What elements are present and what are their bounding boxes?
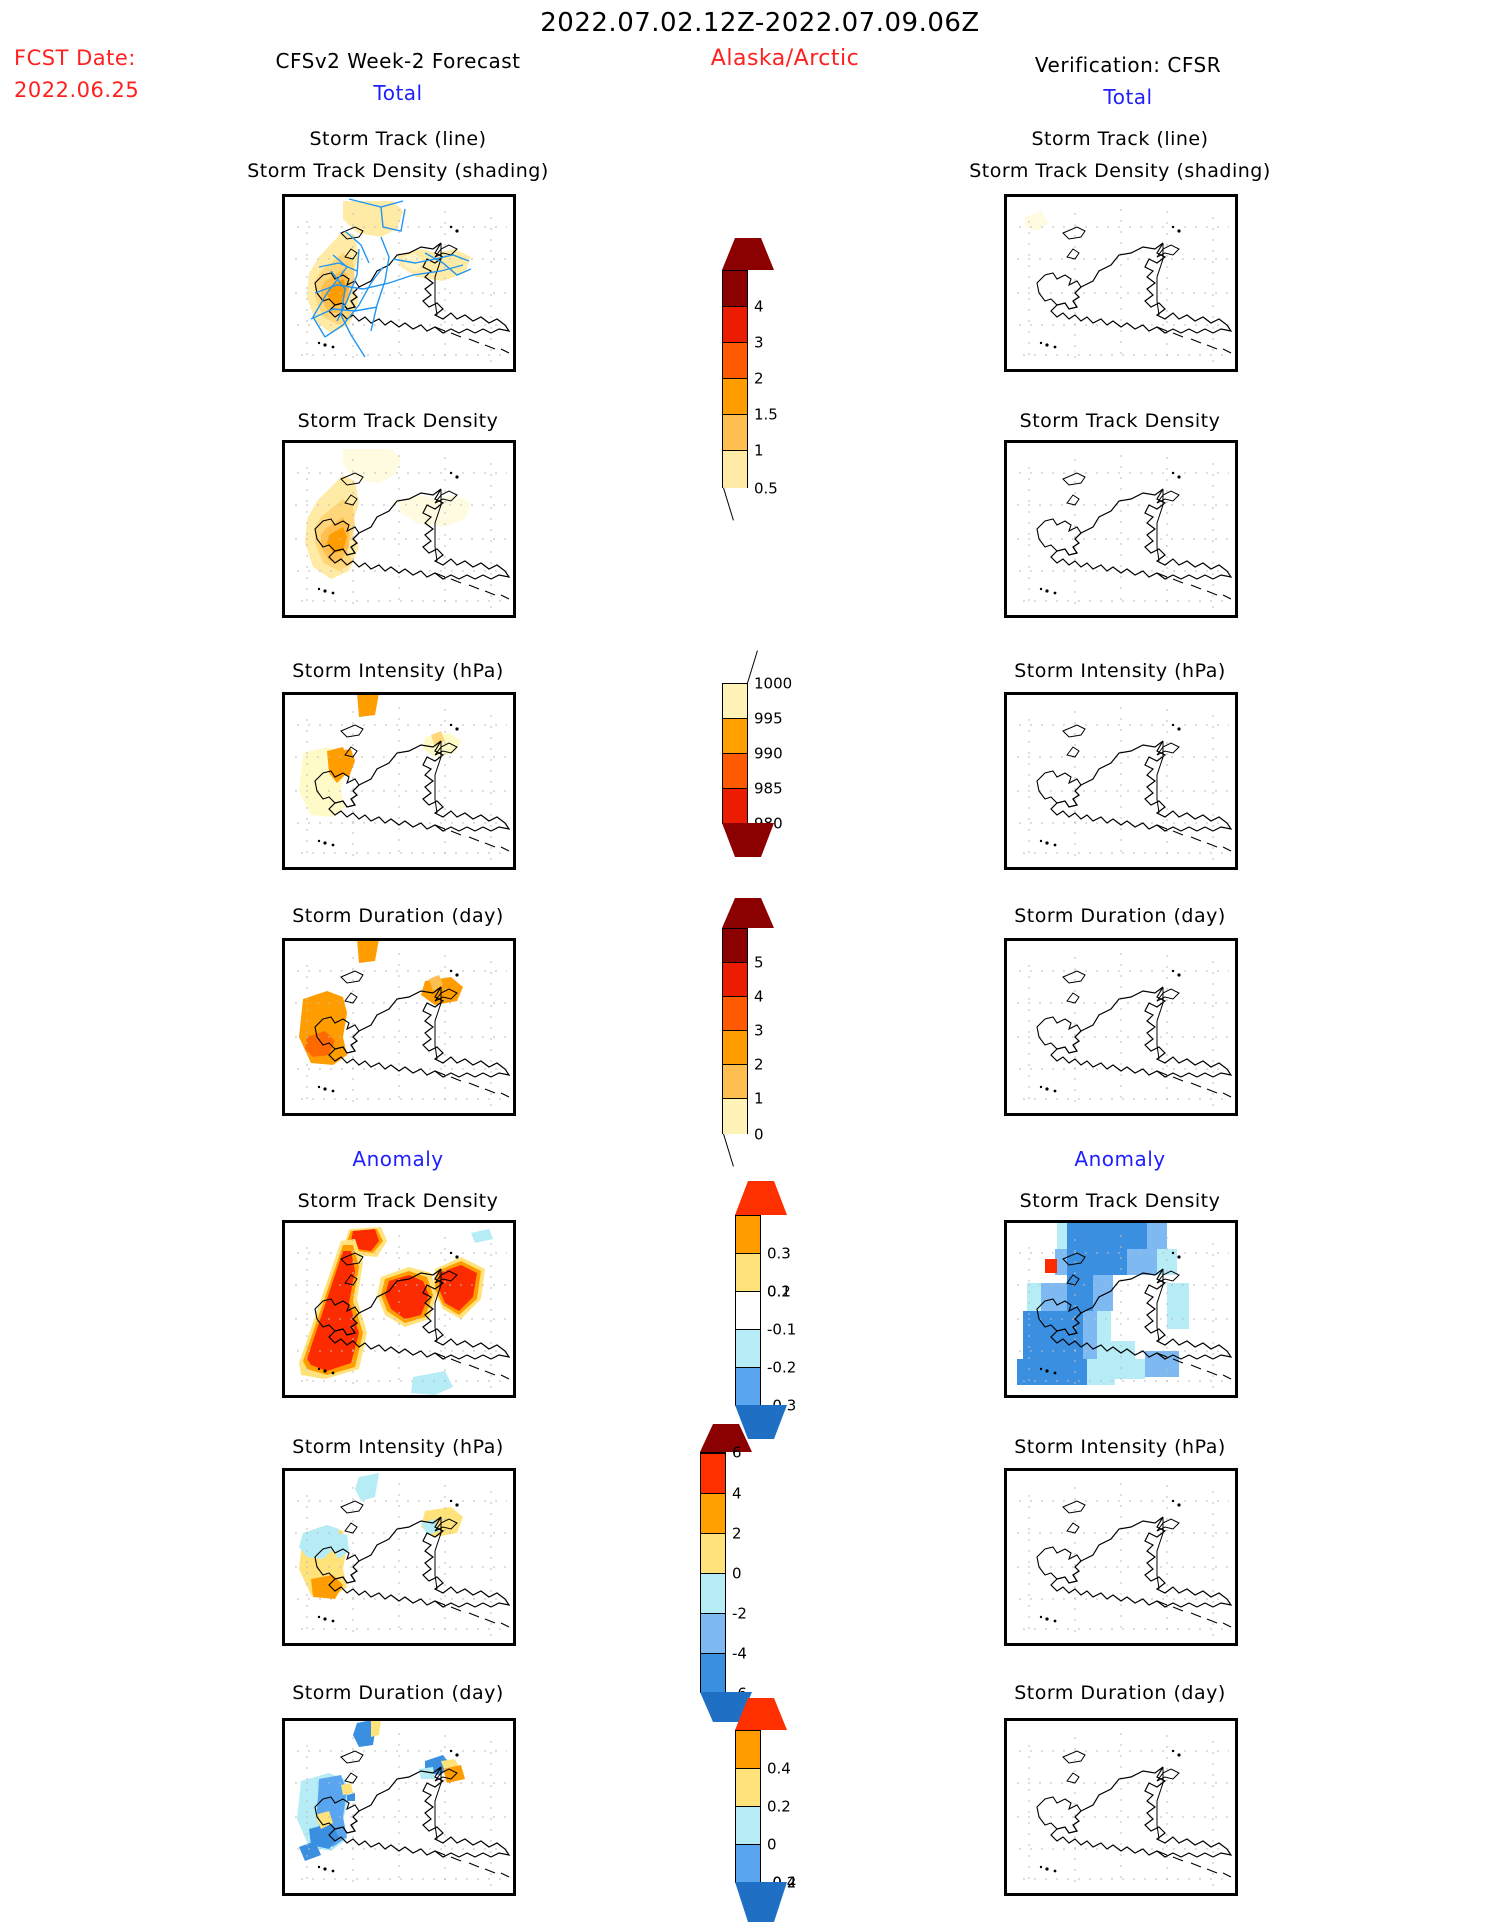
colorbar-duration-tick-4: 1 — [754, 1089, 764, 1108]
colorbar-duration-tail — [723, 1133, 734, 1167]
panel-title-anom-duration-right: Storm Duration (day) — [1014, 1682, 1226, 1704]
colorbar-duration-tick-1: 4 — [754, 987, 764, 1006]
forecast-date-label: FCST Date: — [14, 46, 136, 70]
panel-title-anom-intensity-left: Storm Intensity (hPa) — [292, 1436, 504, 1458]
colorbar-duration-extend-max — [722, 898, 774, 928]
colorbar-anom-intensity-tick-1: 4 — [732, 1484, 742, 1503]
colorbar-density-tick-0: 4 — [754, 297, 764, 316]
colorbar-density[interactable]: 4 3 2 1.5 1 0.5 — [722, 238, 778, 521]
colorbar-anom-intensity-tick-2: 2 — [732, 1524, 742, 1543]
anomaly-shading — [297, 1721, 465, 1861]
anomaly-shading — [299, 1227, 493, 1395]
colorbar-intensity-tick-2: 990 — [754, 744, 783, 763]
map-panel-track-density-forecast[interactable] — [282, 440, 516, 618]
model-column-subtitle: Total — [373, 81, 423, 105]
map-panel-track-line-verification[interactable] — [1004, 194, 1238, 372]
map-panel-intensity-verification[interactable] — [1004, 692, 1238, 870]
colorbar-anom-intensity-tick-5: -4 — [732, 1644, 747, 1663]
region-label: Alaska/Arctic — [710, 46, 860, 71]
duration-shading — [299, 941, 463, 1065]
map-panel-anom-duration-forecast[interactable] — [282, 1718, 516, 1896]
colorbar-anom-density-tick-4: -0.2 — [767, 1358, 797, 1377]
intensity-shading — [299, 695, 461, 817]
colorbar-anom-density-tick-2: 0.1 — [767, 1282, 791, 1301]
panel-title-track-density-shading-left: Storm Track Density (shading) — [247, 160, 549, 182]
anomaly-shading — [1017, 1223, 1189, 1385]
colorbar-duration-tick-2: 3 — [754, 1021, 764, 1040]
density-shading — [1025, 211, 1049, 231]
anomaly-header-left: Anomaly — [352, 1147, 444, 1171]
colorbar-anom-intensity-tick-3: 0 — [732, 1564, 742, 1583]
colorbar-anom-intensity-extend-max — [700, 1424, 752, 1452]
colorbar-intensity[interactable]: 1000 995 990 985 980 — [722, 650, 792, 857]
colorbar-density-tick-4: 1 — [754, 441, 764, 460]
map-panel-anom-intensity-forecast[interactable] — [282, 1468, 516, 1646]
map-panel-duration-verification[interactable] — [1004, 938, 1238, 1116]
colorbar-density-extend-max — [722, 238, 774, 270]
colorbar-intensity-extend-min — [722, 823, 774, 857]
colorbar-density-tick-5: 0.5 — [754, 479, 778, 498]
map-panel-anom-density-forecast[interactable] — [282, 1220, 516, 1398]
map-panel-anom-density-verification[interactable] — [1004, 1220, 1238, 1398]
colorbar-anom-intensity-tick-0: 6 — [732, 1443, 742, 1462]
panel-title-anom-density-left: Storm Track Density — [297, 1190, 499, 1212]
panel-title-intensity-left: Storm Intensity (hPa) — [292, 660, 504, 682]
colorbar-duration[interactable]: 5 4 3 2 1 0 — [722, 898, 774, 1167]
map-panel-track-density-verification[interactable] — [1004, 440, 1238, 618]
colorbar-density-tick-1: 3 — [754, 333, 764, 352]
colorbar-duration-tick-5: 0 — [754, 1125, 764, 1144]
panel-title-anom-intensity-right: Storm Intensity (hPa) — [1014, 1436, 1226, 1458]
colorbar-intensity-tick-0: 1000 — [754, 674, 793, 693]
colorbar-intensity-tick-3: 985 — [754, 779, 783, 798]
colorbar-anom-duration-extend-max — [735, 1698, 787, 1730]
colorbar-anom-intensity[interactable]: 6 4 2 0 -2 -4 -6 — [700, 1424, 752, 1722]
map-panel-anom-duration-verification[interactable] — [1004, 1718, 1238, 1896]
verification-column-subtitle: Total — [1103, 85, 1153, 109]
colorbar-density-tick-2: 2 — [754, 369, 764, 388]
anomaly-shading — [299, 1473, 463, 1599]
page-title: 2022.07.02.12Z-2022.07.09.06Z — [540, 8, 980, 38]
colorbar-anom-density[interactable]: 0.3 0.2 0.1 -0.1 -0.2 -0.3 — [735, 1181, 796, 1439]
colorbar-duration-tick-3: 2 — [754, 1055, 764, 1074]
storm-track-lines — [310, 198, 472, 358]
panel-title-track-density-shading-right: Storm Track Density (shading) — [969, 160, 1271, 182]
panel-title-track-density-left: Storm Track Density — [297, 410, 499, 432]
colorbar-intensity-tick-1: 995 — [754, 709, 783, 728]
panel-title-track-line-right: Storm Track (line) — [1031, 128, 1209, 150]
panel-title-track-line-left: Storm Track (line) — [309, 128, 487, 150]
colorbar-anom-duration-tick-0: 0.4 — [767, 1759, 791, 1778]
model-column-title: CFSv2 Week-2 Forecast — [275, 49, 521, 73]
colorbar-anom-density-tick-1: 0.2 — [767, 1282, 791, 1301]
panel-title-intensity-right: Storm Intensity (hPa) — [1014, 660, 1226, 682]
map-panel-duration-forecast[interactable] — [282, 938, 516, 1116]
colorbar-anom-intensity-tick-4: -2 — [732, 1604, 747, 1623]
colorbar-anom-density-tick-0: 0.3 — [767, 1244, 791, 1263]
map-panel-intensity-forecast[interactable] — [282, 692, 516, 870]
panel-title-duration-left: Storm Duration (day) — [292, 905, 504, 927]
density-shading — [305, 449, 471, 579]
colorbar-anom-duration-tick-2: 0 — [767, 1835, 777, 1854]
panel-title-anom-duration-left: Storm Duration (day) — [292, 1682, 504, 1704]
colorbar-anom-duration-tick-1: 0.2 — [767, 1797, 791, 1816]
colorbar-anom-duration-extend-min — [735, 1882, 787, 1922]
colorbar-duration-tick-0: 5 — [754, 953, 764, 972]
panel-title-duration-right: Storm Duration (day) — [1014, 905, 1226, 927]
colorbar-density-tail — [723, 487, 734, 521]
colorbar-anom-duration[interactable]: 0.4 0.2 0 -0.2 -0.4 — [735, 1698, 796, 1922]
panel-title-anom-density-right: Storm Track Density — [1019, 1190, 1221, 1212]
anomaly-header-right: Anomaly — [1074, 1147, 1166, 1171]
forecast-date-value: 2022.06.25 — [14, 78, 140, 102]
map-panel-anom-intensity-verification[interactable] — [1004, 1468, 1238, 1646]
map-panel-track-line-forecast[interactable] — [282, 194, 516, 372]
panel-title-track-density-right: Storm Track Density — [1019, 410, 1221, 432]
colorbar-density-tick-3: 1.5 — [754, 405, 778, 424]
colorbar-anom-density-tick-3: -0.1 — [767, 1320, 797, 1339]
verification-column-title: Verification: CFSR — [1034, 53, 1222, 77]
colorbar-anom-density-extend-max — [735, 1181, 787, 1215]
